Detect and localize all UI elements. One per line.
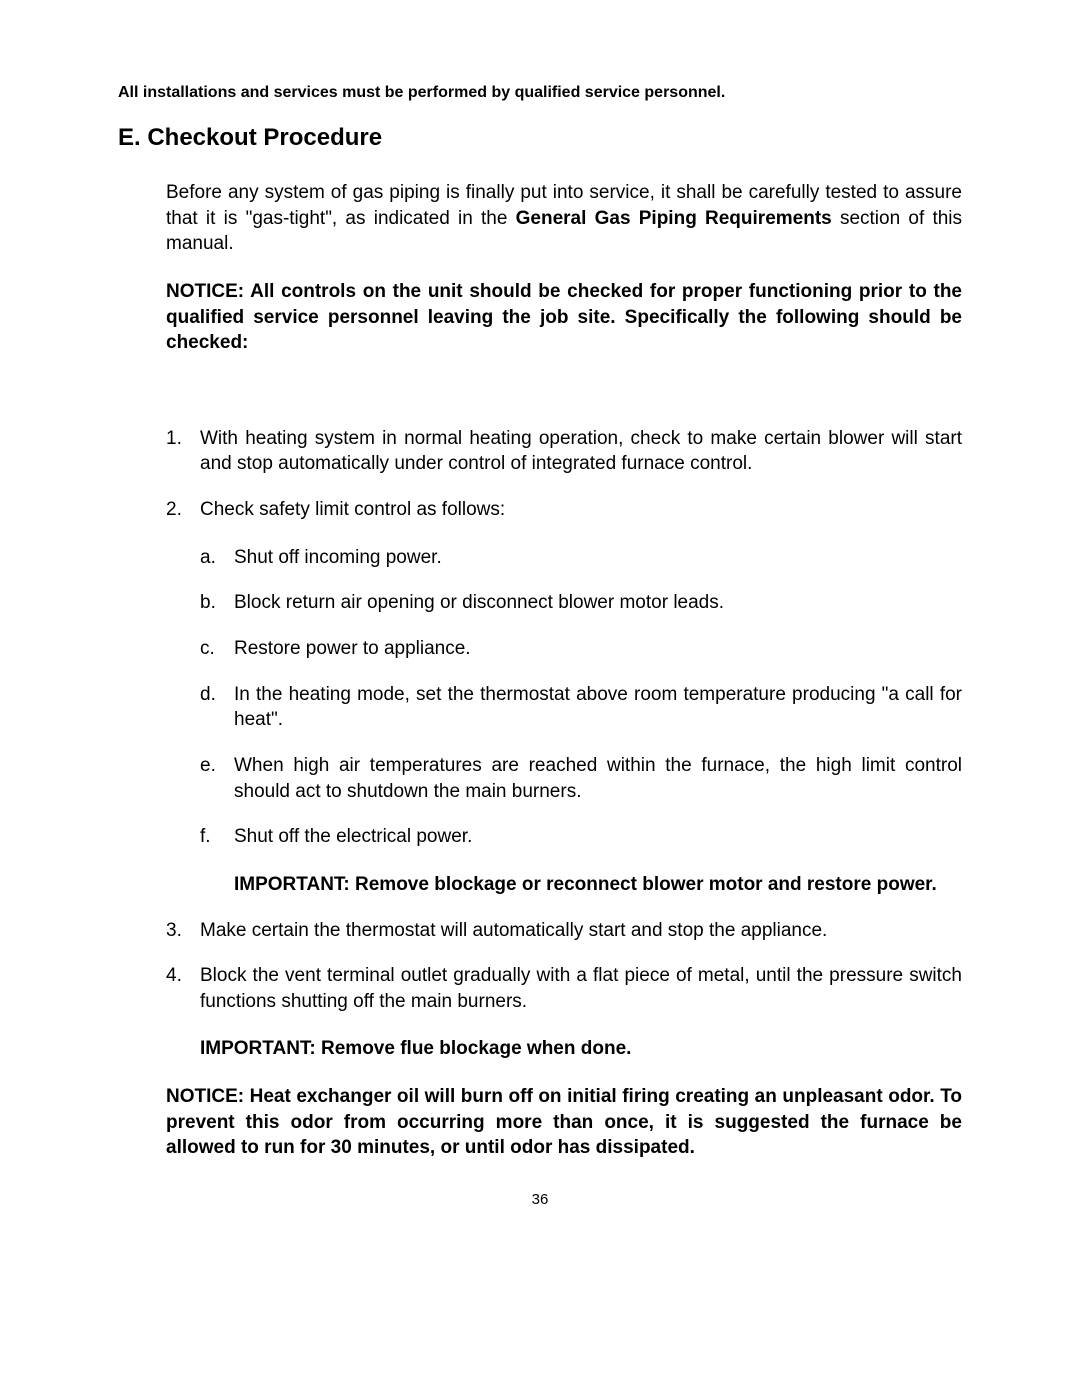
page-number: 36 bbox=[118, 1191, 962, 1208]
list-item: c. Restore power to appliance. bbox=[200, 636, 962, 662]
list-item-text: Block the vent terminal outlet gradually… bbox=[200, 963, 962, 1014]
list-item-text: When high air temperatures are reached w… bbox=[234, 753, 962, 804]
notice-bottom: NOTICE: Heat exchanger oil will burn off… bbox=[166, 1084, 962, 1161]
list-item-text: With heating system in normal heating op… bbox=[200, 426, 962, 477]
list-item-text: Restore power to appliance. bbox=[234, 636, 962, 662]
list-item: 4. Block the vent terminal outlet gradua… bbox=[166, 963, 962, 1014]
list-item: 3. Make certain the thermostat will auto… bbox=[166, 918, 962, 944]
list-item-text: In the heating mode, set the thermostat … bbox=[234, 682, 962, 733]
list-item: f. Shut off the electrical power. bbox=[200, 824, 962, 850]
list-item-content: Check safety limit control as follows: a… bbox=[200, 497, 962, 897]
list-marker: e. bbox=[200, 753, 234, 804]
list-marker: f. bbox=[200, 824, 234, 850]
header-note: All installations and services must be p… bbox=[118, 84, 962, 102]
document-page: All installations and services must be p… bbox=[0, 0, 1080, 1248]
important-sub: IMPORTANT: Remove blockage or reconnect … bbox=[234, 872, 962, 898]
intro-text-bold: General Gas Piping Requirements bbox=[516, 208, 832, 229]
list-item-text: Block return air opening or disconnect b… bbox=[234, 590, 962, 616]
list-item: a. Shut off incoming power. bbox=[200, 545, 962, 571]
list-marker: d. bbox=[200, 682, 234, 733]
list-item-text: Check safety limit control as follows: bbox=[200, 499, 505, 520]
list-marker: c. bbox=[200, 636, 234, 662]
list-item: b. Block return air opening or disconnec… bbox=[200, 590, 962, 616]
important-inline: IMPORTANT: Remove flue blockage when don… bbox=[200, 1036, 962, 1062]
numbered-list: 1. With heating system in normal heating… bbox=[166, 426, 962, 1015]
list-item: d. In the heating mode, set the thermost… bbox=[200, 682, 962, 733]
list-item-text: Shut off the electrical power. bbox=[234, 824, 962, 850]
list-marker: 4. bbox=[166, 963, 200, 1014]
list-marker: 1. bbox=[166, 426, 200, 477]
list-item-text: Shut off incoming power. bbox=[234, 545, 962, 571]
intro-paragraph: Before any system of gas piping is final… bbox=[166, 180, 962, 257]
body-block: Before any system of gas piping is final… bbox=[166, 180, 962, 1161]
list-marker: 3. bbox=[166, 918, 200, 944]
list-item: e. When high air temperatures are reache… bbox=[200, 753, 962, 804]
list-item: 1. With heating system in normal heating… bbox=[166, 426, 962, 477]
list-marker: b. bbox=[200, 590, 234, 616]
list-item: 2. Check safety limit control as follows… bbox=[166, 497, 962, 897]
notice-top: NOTICE: All controls on the unit should … bbox=[166, 279, 962, 356]
list-marker: 2. bbox=[166, 497, 200, 897]
list-item-text: Make certain the thermostat will automat… bbox=[200, 918, 962, 944]
section-heading: E. Checkout Procedure bbox=[118, 124, 962, 152]
list-marker: a. bbox=[200, 545, 234, 571]
lettered-list: a. Shut off incoming power. b. Block ret… bbox=[200, 545, 962, 850]
